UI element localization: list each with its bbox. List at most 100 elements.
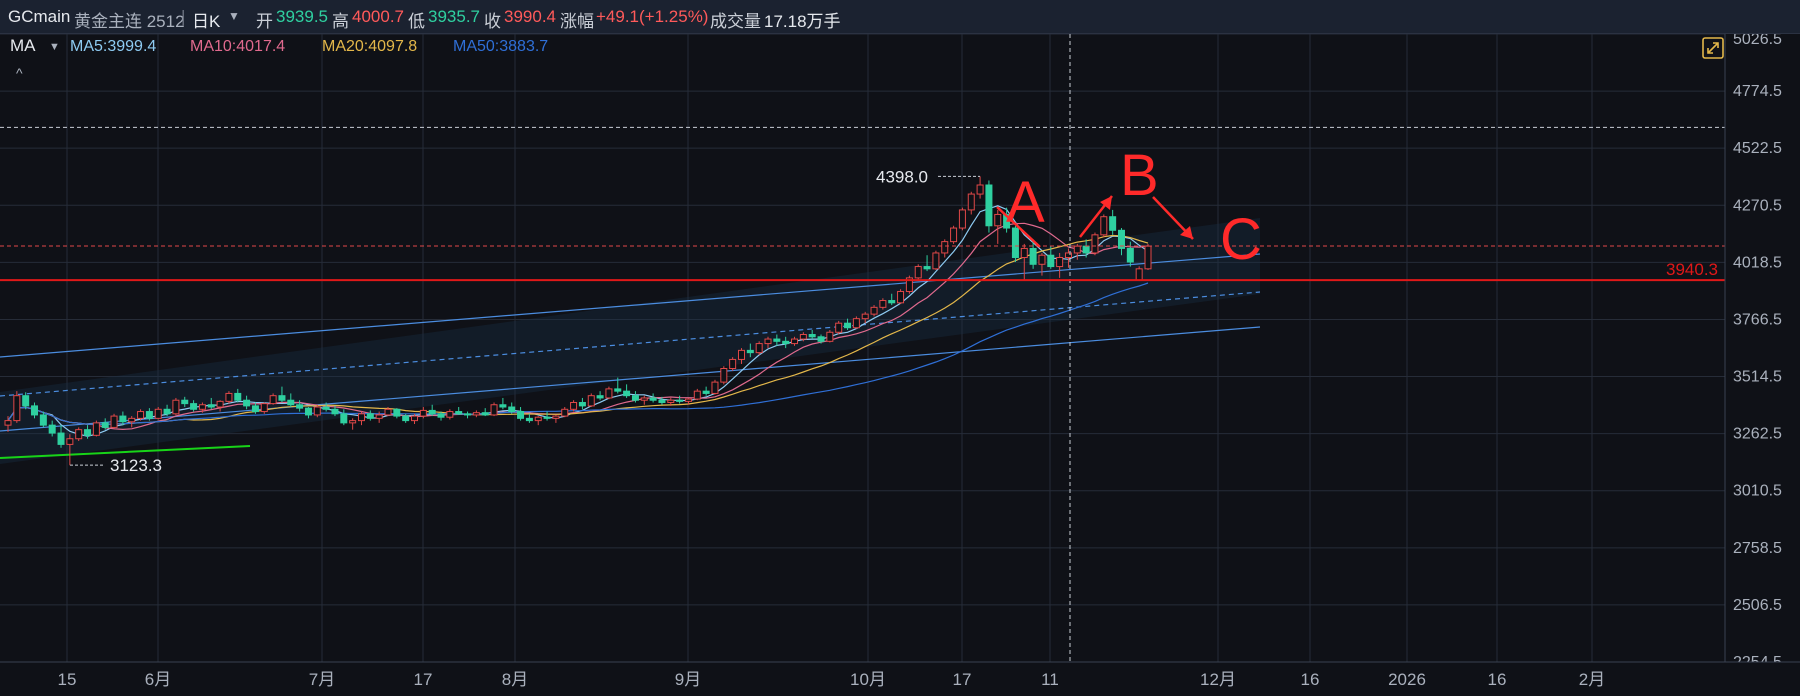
candle-body (552, 415, 560, 419)
date-axis-bg (0, 662, 1800, 696)
candle-body (905, 277, 913, 292)
period-dropdown-icon[interactable]: ▼ (228, 9, 240, 23)
indicator-name[interactable]: MA (10, 36, 36, 55)
ma50-line (7, 282, 1149, 426)
candle-body (782, 340, 790, 345)
candle-body (234, 392, 242, 401)
candle-body (773, 338, 781, 342)
candle-body (402, 415, 410, 422)
high-price-label: 4398.0 (876, 167, 928, 186)
candle-body (490, 404, 498, 416)
x-tick-label: 9月 (675, 670, 701, 689)
candle-body (702, 390, 710, 394)
moving-average-lines (7, 205, 1149, 437)
candlestick-chart[interactable]: 4614.24090.53940.32025/11/05 周三4398.0312… (0, 34, 1800, 696)
ma20-line (7, 234, 1149, 426)
candle-body (1082, 245, 1090, 254)
x-tick-label: 2026 (1388, 670, 1426, 689)
candle-body (605, 388, 613, 399)
candle-body (446, 411, 454, 418)
y-tick-label: 4774.5 (1733, 83, 1782, 100)
candle-body (31, 405, 39, 416)
candle-body (269, 395, 277, 405)
candle-body (596, 395, 604, 399)
y-tick-label: 2506.5 (1733, 597, 1782, 614)
candle-body (119, 415, 127, 423)
candle-body (587, 395, 595, 407)
candle-body (808, 334, 816, 338)
contract-name[interactable]: 黄金主连 2512 (74, 12, 185, 31)
candle-body (287, 399, 295, 406)
candle-body (737, 349, 745, 360)
candle-body (154, 408, 162, 419)
candle-body (888, 300, 896, 304)
candle-body (464, 413, 472, 416)
candle-body (48, 424, 56, 434)
high-value: 4000.7 (352, 7, 404, 26)
candle-body (84, 429, 92, 436)
candle-body (428, 409, 436, 415)
candle-body (499, 404, 507, 408)
candle-body (543, 416, 551, 419)
candle-body (207, 404, 215, 408)
period-selector[interactable]: 日K (192, 12, 221, 31)
candle-body (967, 193, 975, 211)
candle-body (958, 209, 966, 229)
candle-body (437, 413, 445, 418)
expand-arrows-icon[interactable] (1702, 37, 1724, 59)
chevron-up-icon[interactable]: ^ (16, 65, 23, 81)
candle-body (1126, 247, 1134, 263)
candle-body (578, 401, 586, 407)
candle-body (190, 403, 198, 410)
candle-body (216, 400, 224, 408)
x-tick-label: 15 (58, 670, 77, 689)
candle-body (755, 343, 763, 354)
candle-body (649, 397, 657, 401)
volume-label: 成交量 (710, 12, 761, 31)
change-value: +49.1(+1.25%) (596, 7, 709, 26)
y-tick-label: 3766.5 (1733, 311, 1782, 328)
candle-body (950, 227, 958, 243)
candle-body (614, 388, 622, 392)
candle-body (826, 331, 834, 342)
y-tick-label: 4522.5 (1733, 140, 1782, 157)
candle-body (472, 412, 480, 416)
indicator-legend: MA ▼ MA5:3999.4 MA10:4017.4 MA20:4097.8 … (10, 36, 1724, 81)
candle-body (278, 395, 286, 401)
y-tick-label: 2758.5 (1733, 540, 1782, 557)
candle-body (251, 405, 259, 413)
candle-body (941, 241, 949, 254)
candle-body (1109, 216, 1117, 231)
candle-body (623, 390, 631, 397)
channel-upper-line (0, 253, 1261, 358)
symbol-code[interactable]: GCmain (8, 7, 71, 26)
candle-body (1020, 247, 1028, 258)
open-label: 开 (256, 12, 273, 31)
candle-body (101, 422, 109, 428)
candle-body (163, 408, 171, 415)
candle-body (570, 401, 578, 410)
indicator-dropdown-icon[interactable]: ▼ (49, 41, 60, 53)
low-value: 3935.7 (428, 7, 480, 26)
x-tick-label: 16 (1301, 670, 1320, 689)
header-separator: | (181, 7, 186, 26)
candle-body (799, 334, 807, 340)
candle-body (861, 313, 869, 320)
support-price-label: 3940.3 (1666, 260, 1718, 279)
candle-body (313, 406, 321, 416)
wave-a-label: A (1006, 170, 1045, 235)
candle-body (366, 413, 374, 419)
candle-body (39, 414, 47, 426)
candle-body (791, 338, 799, 345)
candle-body (914, 266, 922, 279)
x-tick-label: 6月 (145, 670, 171, 689)
candle-body (676, 399, 684, 402)
candle-body (411, 415, 419, 422)
close-label: 收 (484, 12, 501, 31)
candle-body (66, 438, 74, 445)
x-tick-label: 11 (1041, 670, 1059, 689)
low-price-label: 3123.3 (110, 456, 162, 475)
candle-body (932, 252, 940, 270)
ma10-legend: MA10:4017.4 (190, 38, 285, 55)
y-tick-label: 3262.5 (1733, 426, 1782, 443)
